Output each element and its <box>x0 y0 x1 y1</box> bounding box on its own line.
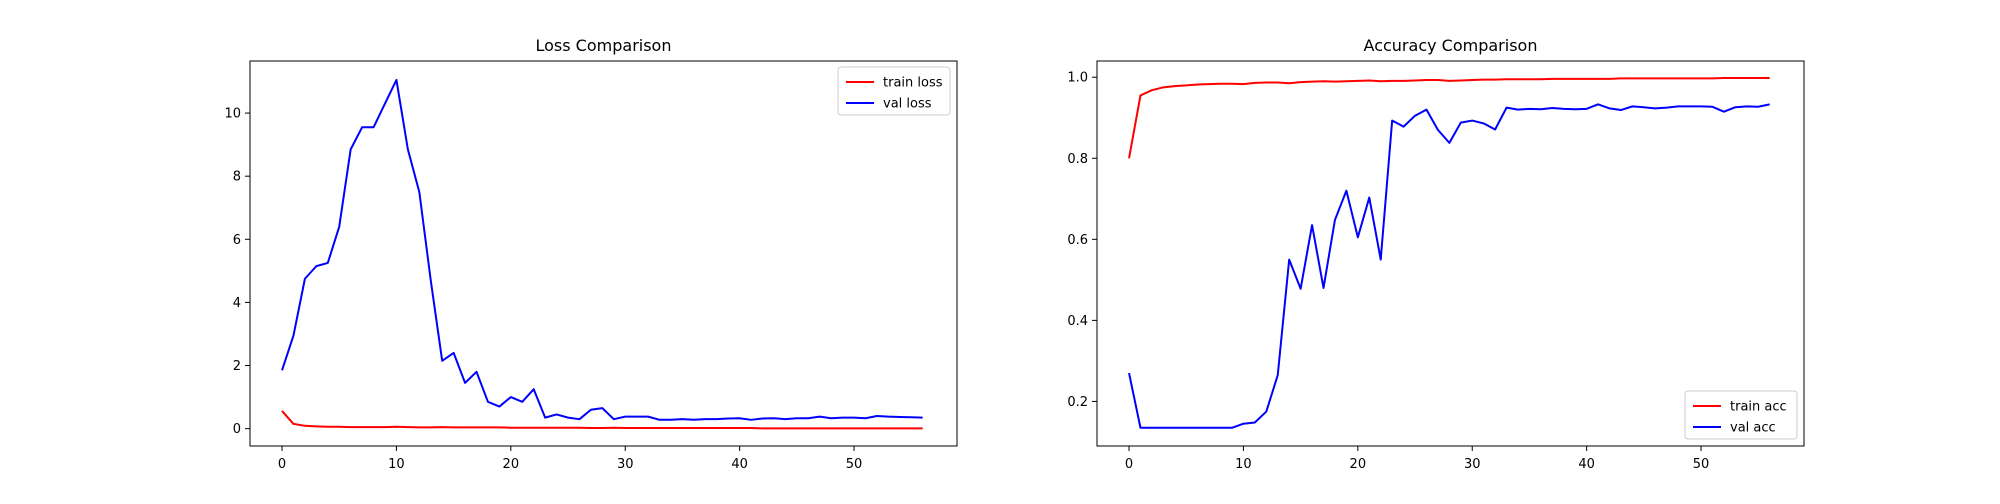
accuracy-y-tick-label: 0.8 <box>1067 152 1088 167</box>
val-acc-series-line <box>1128 103 1770 429</box>
loss-legend: train loss val loss <box>837 66 951 116</box>
legend-label: train acc <box>1730 400 1787 415</box>
accuracy-axes-frame <box>1096 60 1805 447</box>
loss-x-tick-label: 10 <box>388 457 405 472</box>
loss-y-tick-label: 10 <box>224 107 241 122</box>
accuracy-y-tick-label: 0.6 <box>1067 233 1088 248</box>
accuracy-x-tick-label: 30 <box>1464 457 1481 472</box>
accuracy-y-tick-label: 1.0 <box>1067 71 1088 86</box>
loss-y-tick-label: 6 <box>233 233 241 248</box>
loss-x-tick-label: 40 <box>731 457 748 472</box>
accuracy-legend: train acc val acc <box>1684 390 1798 440</box>
loss-y-tick-label: 0 <box>233 422 241 437</box>
accuracy-x-tick-label: 10 <box>1235 457 1252 472</box>
loss-y-tick-label: 2 <box>233 359 241 374</box>
legend-label: train loss <box>883 76 943 91</box>
loss-chart-title: Loss Comparison <box>536 36 672 55</box>
train-loss-series-line <box>281 410 923 430</box>
legend-label: val acc <box>1730 421 1776 436</box>
loss-x-tick-label: 50 <box>846 457 863 472</box>
loss-y-tick-label: 4 <box>233 296 241 311</box>
accuracy-x-tick-label: 40 <box>1578 457 1595 472</box>
accuracy-x-tick-label: 50 <box>1693 457 1710 472</box>
loss-axes-frame <box>249 60 958 447</box>
loss-x-tick-label: 0 <box>278 457 286 472</box>
loss-x-tick-label: 20 <box>503 457 520 472</box>
legend-label: val loss <box>883 97 932 112</box>
train-acc-series-line <box>1128 77 1770 159</box>
accuracy-y-tick-label: 0.4 <box>1067 314 1088 329</box>
accuracy-chart-panel: Accuracy Comparison 0 10 20 30 40 50 0.2 0.4 0.6 0… <box>1067 36 1805 472</box>
val-loss-series-line <box>281 78 923 421</box>
accuracy-x-tick-label: 0 <box>1125 457 1133 472</box>
loss-y-tick-label: 8 <box>233 170 241 185</box>
accuracy-x-tick-label: 20 <box>1350 457 1367 472</box>
loss-x-tick-label: 30 <box>617 457 634 472</box>
accuracy-chart-title: Accuracy Comparison <box>1364 36 1538 55</box>
loss-chart-panel: Loss Comparison 0 10 20 30 40 50 0 2 4 6 8 10 train l… <box>224 36 958 472</box>
accuracy-y-tick-label: 0.2 <box>1067 395 1088 410</box>
